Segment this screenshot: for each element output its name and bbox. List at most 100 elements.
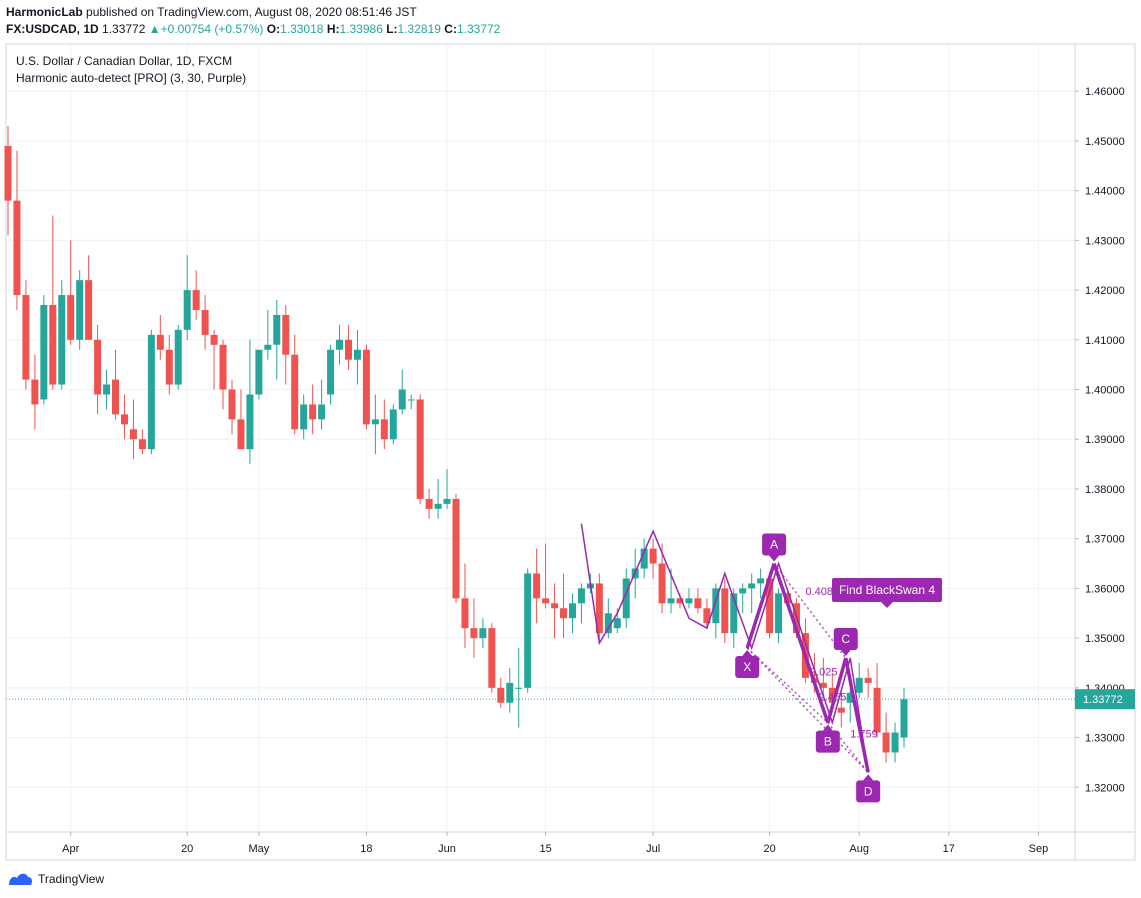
candle[interactable]: [542, 543, 550, 609]
candle[interactable]: [129, 399, 137, 460]
candle[interactable]: [837, 692, 845, 728]
candle[interactable]: [389, 404, 397, 445]
candle[interactable]: [103, 369, 111, 410]
candle[interactable]: [425, 488, 433, 519]
candle[interactable]: [138, 429, 146, 455]
candle[interactable]: [407, 394, 415, 410]
candle[interactable]: [757, 568, 765, 599]
candle[interactable]: [219, 339, 227, 410]
candle[interactable]: [13, 150, 21, 310]
point-label-a[interactable]: A: [762, 533, 787, 562]
candle[interactable]: [470, 598, 478, 658]
symbol-legend[interactable]: U.S. Dollar / Canadian Dollar, 1D, FXCM: [16, 54, 233, 68]
candle[interactable]: [156, 314, 164, 360]
candle[interactable]: [380, 399, 388, 450]
candle[interactable]: [577, 583, 585, 624]
candle[interactable]: [246, 339, 254, 465]
point-label-b[interactable]: B: [815, 724, 840, 753]
candle[interactable]: [85, 255, 93, 340]
candle[interactable]: [703, 598, 711, 629]
candle[interactable]: [640, 538, 648, 579]
candle[interactable]: [497, 677, 505, 708]
candle[interactable]: [479, 618, 487, 649]
candle[interactable]: [551, 583, 559, 639]
candle[interactable]: [67, 240, 75, 345]
candle[interactable]: [264, 309, 272, 360]
harmonic-pattern[interactable]: 0.408 2.025 2.455 1.759 X A B C D Find BlackSwan …: [580, 523, 942, 803]
candle[interactable]: [533, 548, 541, 624]
candle[interactable]: [855, 662, 863, 698]
candle[interactable]: [291, 334, 299, 435]
point-label-d[interactable]: D: [856, 774, 881, 803]
candle[interactable]: [228, 379, 236, 435]
candle[interactable]: [568, 593, 576, 634]
indicator-legend[interactable]: Harmonic auto-detect [PRO] (3, 30, Purpl…: [16, 71, 247, 85]
candle[interactable]: [165, 334, 173, 395]
candle[interactable]: [819, 657, 827, 693]
candle[interactable]: [94, 324, 102, 415]
candle[interactable]: [309, 384, 317, 435]
candle[interactable]: [362, 344, 370, 430]
publisher-name[interactable]: HarmonicLab: [6, 5, 83, 19]
candle[interactable]: [524, 568, 532, 693]
candle[interactable]: [40, 295, 48, 405]
candle[interactable]: [649, 538, 657, 579]
candle[interactable]: [712, 583, 720, 639]
candle[interactable]: [112, 349, 120, 420]
candle[interactable]: [488, 623, 496, 693]
candle[interactable]: [506, 667, 514, 713]
candle-series[interactable]: [4, 126, 908, 763]
candle[interactable]: [461, 563, 469, 649]
candle[interactable]: [748, 573, 756, 614]
candle[interactable]: [604, 598, 612, 639]
candle[interactable]: [882, 712, 890, 763]
tradingview-footer[interactable]: TradingView: [8, 872, 104, 886]
candle[interactable]: [300, 394, 308, 440]
candle[interactable]: [515, 648, 523, 728]
candle[interactable]: [4, 126, 12, 236]
candle[interactable]: [147, 329, 155, 455]
candle[interactable]: [201, 295, 209, 350]
candle[interactable]: [273, 300, 281, 380]
candle[interactable]: [22, 280, 30, 390]
candle[interactable]: [49, 215, 57, 390]
candle[interactable]: [685, 588, 693, 609]
candle[interactable]: [766, 573, 774, 639]
point-label-x[interactable]: X: [735, 650, 760, 679]
price-axis[interactable]: 1.46000 1.45000 1.44000 1.43000 1.42000 1.410…: [1075, 86, 1125, 794]
candle[interactable]: [31, 354, 39, 430]
candle[interactable]: [76, 270, 84, 350]
candle[interactable]: [560, 573, 568, 639]
candle[interactable]: [210, 329, 218, 390]
candle[interactable]: [237, 389, 245, 450]
candle[interactable]: [846, 687, 854, 723]
candle[interactable]: [282, 305, 290, 385]
candle[interactable]: [398, 369, 406, 415]
candle[interactable]: [721, 578, 729, 644]
candle[interactable]: [658, 543, 666, 614]
candle[interactable]: [255, 349, 263, 400]
candle[interactable]: [443, 469, 451, 509]
candle[interactable]: [416, 394, 424, 504]
candle[interactable]: [192, 270, 200, 320]
candle[interactable]: [353, 329, 361, 385]
candle[interactable]: [336, 324, 344, 365]
candle[interactable]: [371, 394, 379, 455]
candle[interactable]: [891, 722, 899, 763]
candle[interactable]: [694, 588, 702, 614]
candle[interactable]: [775, 588, 783, 644]
candle[interactable]: [452, 493, 460, 604]
candle[interactable]: [174, 324, 182, 390]
candle[interactable]: [58, 280, 66, 390]
candle[interactable]: [873, 662, 881, 738]
candle[interactable]: [183, 255, 191, 340]
candle[interactable]: [344, 324, 352, 370]
candle[interactable]: [739, 583, 747, 614]
time-axis[interactable]: Apr 20 May 18 Jun 15 Jul 20 Aug 17 Sep: [62, 832, 1048, 855]
point-label-c[interactable]: C: [833, 627, 858, 656]
candle[interactable]: [434, 479, 442, 519]
candle[interactable]: [900, 687, 908, 748]
candle[interactable]: [622, 568, 630, 629]
candle[interactable]: [864, 667, 872, 698]
